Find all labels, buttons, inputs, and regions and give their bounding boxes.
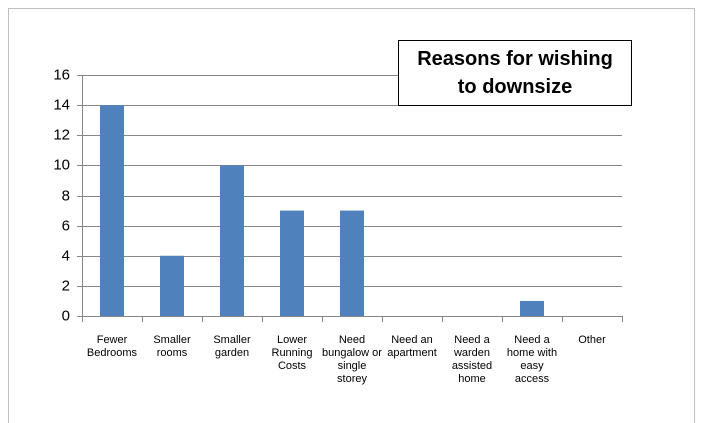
- bar: [340, 210, 364, 316]
- y-tick-label: 16: [53, 66, 70, 83]
- bar: [100, 105, 124, 316]
- x-tick-label: Smaller garden: [213, 334, 251, 359]
- x-tick-label: Need an apartment: [387, 334, 437, 359]
- x-tick-label: Need a home with easy access: [506, 334, 558, 385]
- chart-title: Reasons for wishing to downsize: [398, 40, 632, 106]
- y-tick-label: 10: [53, 156, 70, 173]
- chart-frame: [8, 8, 695, 423]
- y-tick-label: 2: [62, 277, 70, 294]
- y-tick-label: 8: [62, 187, 70, 204]
- x-tick-label: Lower Running Costs: [271, 334, 313, 372]
- x-tick-label: Smaller rooms: [153, 334, 191, 359]
- x-tick-label: Fewer Bedrooms: [86, 334, 138, 359]
- y-tick-label: 12: [53, 126, 70, 143]
- y-tick-label: 14: [53, 96, 70, 113]
- y-tick-label: 4: [62, 247, 70, 264]
- x-tick-label: Need a warden assisted home: [451, 334, 493, 385]
- bar: [520, 300, 544, 316]
- bar: [220, 165, 244, 316]
- bar: [280, 210, 304, 316]
- x-tick-label: Need bungalow or single storey: [322, 334, 382, 385]
- y-tick-label: 0: [62, 307, 70, 324]
- bar: [160, 255, 184, 316]
- x-tick-label: Other: [578, 334, 606, 346]
- y-tick-label: 6: [62, 217, 70, 234]
